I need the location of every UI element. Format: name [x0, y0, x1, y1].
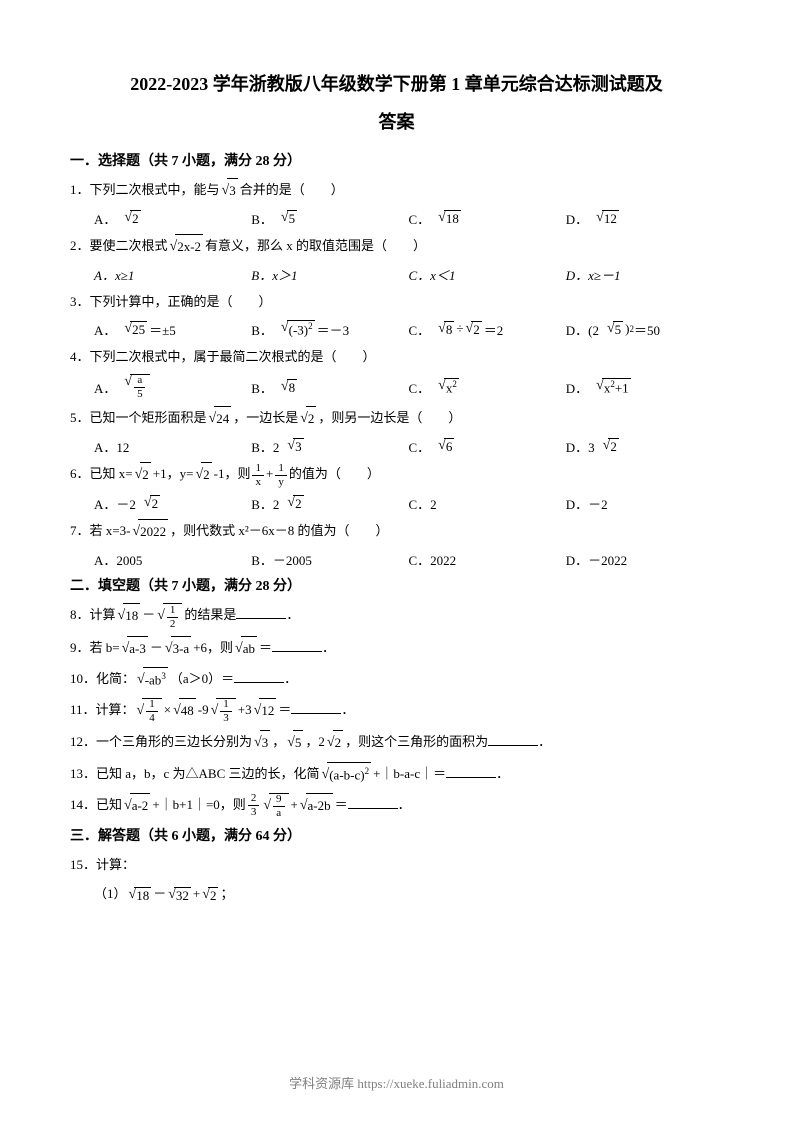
page-footer: 学科资源库 https://xueke.fuliadmin.com	[0, 1073, 793, 1092]
option-7a: A．2005	[94, 550, 251, 569]
option-5b: B．2√3	[251, 437, 408, 456]
question-11: 11．计算：√14×√48-9√13+3√12＝．	[70, 698, 723, 725]
question-15: 15．计算：	[70, 853, 723, 876]
question-15-sub1: （1）√18－√32+√2；	[70, 883, 723, 904]
option-6d: D．－2	[566, 494, 723, 513]
question-12: 12．一个三角形的三边长分别为√3，√5，2√2，则这个三角形的面积为．	[70, 730, 723, 755]
question-5-options: A．12 B．2√3 C．√6 D．3√2	[70, 437, 723, 456]
blank-12	[488, 732, 538, 746]
option-4d: D．√x2+1	[566, 374, 723, 400]
question-5: 5．已知一个矩形面积是√24，一边长是√2，则另一边长是（ ）	[70, 406, 723, 431]
option-1b: B．√5	[251, 209, 408, 228]
blank-9	[272, 638, 322, 652]
option-2a: A．x≥1	[94, 265, 251, 284]
section-2-header: 二．填空题（共 7 小题，满分 28 分）	[70, 575, 723, 595]
question-1-options: A．√2 B．√5 C．√18 D．√12	[70, 209, 723, 228]
question-1: 1．下列二次根式中，能与√3合并的是（ ）	[70, 178, 723, 203]
blank-13	[446, 764, 496, 778]
option-4a: A．√a5	[94, 374, 251, 400]
question-2: 2．要使二次根式√2x-2有意义，那么 x 的取值范围是（ ）	[70, 234, 723, 259]
question-14: 14．已知√a-2+｜b+1｜=0，则23√9a+√a-2b＝．	[70, 793, 723, 820]
option-6a: A．－2√2	[94, 494, 251, 513]
option-1a: A．√2	[94, 209, 251, 228]
blank-8	[236, 605, 286, 619]
blank-11	[291, 700, 341, 714]
option-5d: D．3√2	[566, 437, 723, 456]
question-7-options: A．2005 B．－2005 C．2022 D．－2022	[70, 550, 723, 569]
page-title-line1: 2022-2023 学年浙教版八年级数学下册第 1 章单元综合达标测试题及	[70, 70, 723, 96]
option-6b: B．2√2	[251, 494, 408, 513]
question-3-options: A．√25＝±5 B．√(-3)2＝－3 C．√8÷√2＝2 D．(2√5)2＝…	[70, 320, 723, 339]
option-2c: C．x＜1	[409, 265, 566, 284]
blank-14	[348, 795, 398, 809]
option-3c: C．√8÷√2＝2	[409, 320, 566, 339]
option-7b: B．－2005	[251, 550, 408, 569]
option-5c: C．√6	[409, 437, 566, 456]
option-4c: C．√x2	[409, 374, 566, 400]
question-9: 9．若 b=√a-3－√3-a+6，则√ab＝．	[70, 636, 723, 661]
question-4: 4．下列二次根式中，属于最简二次根式的是（ ）	[70, 345, 723, 368]
option-7d: D．－2022	[566, 550, 723, 569]
question-2-options: A．x≥1 B．x＞1 C．x＜1 D．x≥－1	[70, 265, 723, 284]
question-3: 3．下列计算中，正确的是（ ）	[70, 290, 723, 313]
question-6-options: A．－2√2 B．2√2 C．2 D．－2	[70, 494, 723, 513]
option-3d: D．(2√5)2＝50	[566, 320, 723, 339]
option-4b: B．√8	[251, 374, 408, 400]
question-7: 7．若 x=3-√2022，则代数式 x²－6x－8 的值为（ ）	[70, 519, 723, 544]
question-8: 8．计算√18－√12的结果是．	[70, 603, 723, 630]
question-4-options: A．√a5 B．√8 C．√x2 D．√x2+1	[70, 374, 723, 400]
question-6: 6．已知 x=√2+1，y=√2-1，则1x+1y的值为（ ）	[70, 462, 723, 488]
option-3a: A．√25＝±5	[94, 320, 251, 339]
option-7c: C．2022	[409, 550, 566, 569]
option-2b: B．x＞1	[251, 265, 408, 284]
section-1-header: 一．选择题（共 7 小题，满分 28 分）	[70, 150, 723, 170]
option-1c: C．√18	[409, 209, 566, 228]
question-10: 10．化简：√-ab3（a＞0）＝．	[70, 667, 723, 692]
question-13: 13．已知 a，b，c 为△ABC 三边的长，化简√(a-b-c)2+｜b-a-…	[70, 762, 723, 787]
option-6c: C．2	[409, 494, 566, 513]
option-1d: D．√12	[566, 209, 723, 228]
section-3-header: 三．解答题（共 6 小题，满分 64 分）	[70, 825, 723, 845]
option-3b: B．√(-3)2＝－3	[251, 320, 408, 339]
option-2d: D．x≥－1	[566, 265, 723, 284]
blank-10	[234, 669, 284, 683]
page-title-line2: 答案	[70, 108, 723, 134]
option-5a: A．12	[94, 437, 251, 456]
